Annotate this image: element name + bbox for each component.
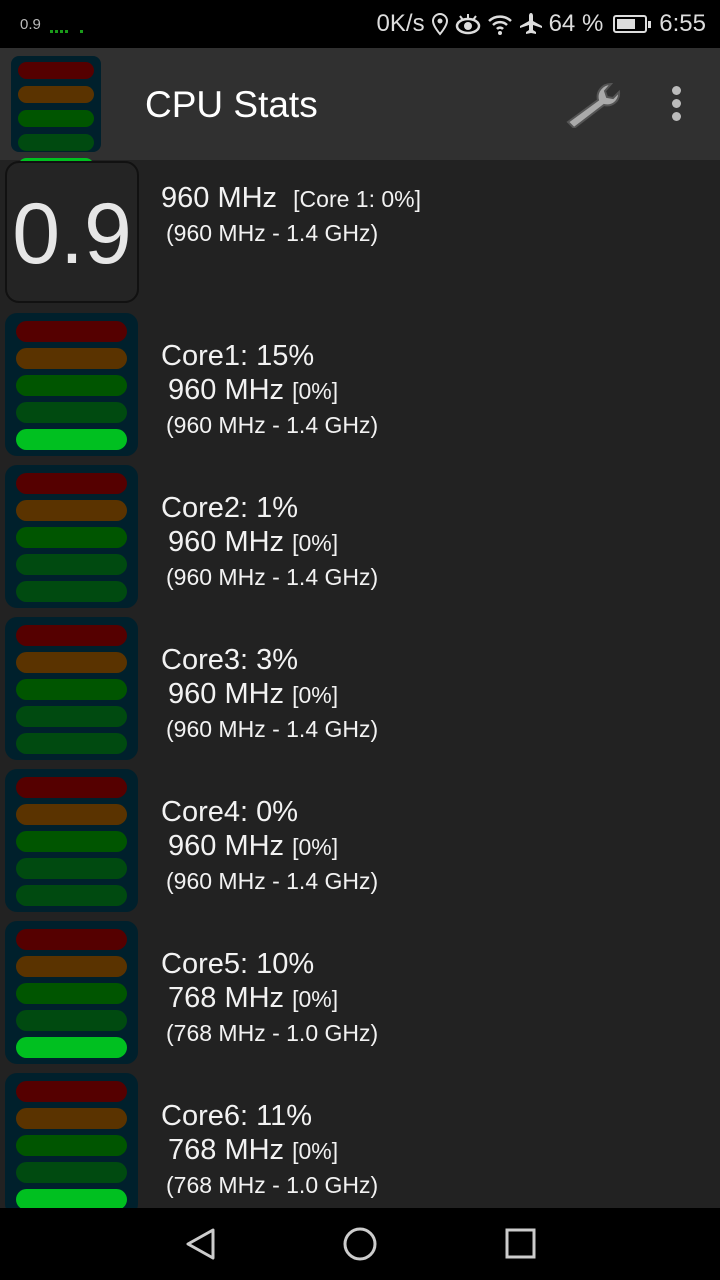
battery-percent: 64 % bbox=[548, 10, 604, 37]
gauge-bar bbox=[16, 1135, 127, 1156]
core-label: Core6: 11% bbox=[161, 1100, 312, 1132]
core-row: Core1: 15% 960 MHz [0%] (960 MHz - 1.4 G… bbox=[0, 312, 720, 464]
gauge-bar bbox=[16, 804, 127, 825]
load-average-display: 0.9 bbox=[5, 161, 139, 303]
app-bar: CPU Stats bbox=[0, 48, 720, 175]
core-freq: 768 MHz bbox=[168, 1134, 285, 1166]
core-label: Core1: 15% bbox=[161, 340, 315, 372]
core-freq-pct: [0%] bbox=[292, 986, 339, 1012]
summary-core-info: [Core 1: 0%] bbox=[293, 186, 422, 212]
location-icon bbox=[431, 12, 448, 36]
gauge-bar bbox=[16, 348, 127, 369]
gauge-bar bbox=[16, 581, 127, 602]
core-row: Core5: 10% 768 MHz [0%] (768 MHz - 1.0 G… bbox=[0, 920, 720, 1072]
core-row: Core2: 1% 960 MHz [0%] (960 MHz - 1.4 GH… bbox=[0, 464, 720, 616]
core-row: Core6: 11% 768 MHz [0%] (768 MHz - 1.0 G… bbox=[0, 1072, 720, 1224]
core-freq-pct: [0%] bbox=[292, 530, 339, 556]
core-gauge bbox=[5, 617, 138, 760]
gauge-bar bbox=[16, 473, 127, 494]
core-label: Core4: 0% bbox=[161, 796, 299, 828]
wifi-icon bbox=[487, 15, 512, 35]
core-range: (768 MHz - 1.0 GHz) bbox=[166, 1020, 379, 1046]
core-label: Core5: 10% bbox=[161, 948, 315, 980]
core-range: (960 MHz - 1.4 GHz) bbox=[166, 412, 379, 438]
status-load: 0.9 bbox=[20, 16, 41, 33]
gauge-bar bbox=[16, 1108, 127, 1129]
gauge-bar bbox=[16, 679, 127, 700]
gauge-bar bbox=[16, 652, 127, 673]
core-range: (768 MHz - 1.0 GHz) bbox=[166, 1172, 379, 1198]
core-gauge bbox=[5, 465, 138, 608]
core-freq-pct: [0%] bbox=[292, 1138, 339, 1164]
gauge-bar bbox=[16, 858, 127, 879]
gauge-bar bbox=[16, 625, 127, 646]
core-row: Core3: 3% 960 MHz [0%] (960 MHz - 1.4 GH… bbox=[0, 616, 720, 768]
status-bar: 0.9 0K/s 64 % 6:55 bbox=[0, 0, 720, 48]
back-icon[interactable] bbox=[183, 1226, 219, 1262]
gauge-bar bbox=[16, 1189, 127, 1210]
gauge-bar bbox=[16, 733, 127, 754]
core-freq-pct: [0%] bbox=[292, 834, 339, 860]
navigation-bar bbox=[0, 1208, 720, 1280]
load-graph-icon bbox=[50, 30, 86, 34]
eye-icon bbox=[455, 14, 480, 35]
gauge-bar bbox=[16, 706, 127, 727]
summary-freq: 960 MHz bbox=[161, 182, 278, 214]
gauge-bar bbox=[16, 402, 127, 423]
core-label: Core3: 3% bbox=[161, 644, 299, 676]
core-freq-pct: [0%] bbox=[292, 378, 339, 404]
core-range: (960 MHz - 1.4 GHz) bbox=[166, 716, 379, 742]
summary-range: (960 MHz - 1.4 GHz) bbox=[166, 220, 379, 246]
gauge-bar bbox=[16, 1037, 127, 1058]
core-freq-pct: [0%] bbox=[292, 682, 339, 708]
core-range: (960 MHz - 1.4 GHz) bbox=[166, 564, 379, 590]
core-gauge bbox=[5, 921, 138, 1064]
gauge-bar bbox=[16, 554, 127, 575]
airplane-icon bbox=[519, 13, 542, 34]
gauge-bar bbox=[16, 321, 127, 342]
gauge-bar bbox=[16, 885, 127, 906]
gauge-bar bbox=[16, 929, 127, 950]
gauge-bar bbox=[16, 1081, 127, 1102]
more-options-icon[interactable] bbox=[666, 86, 686, 122]
page-title: CPU Stats bbox=[145, 84, 318, 125]
core-range: (960 MHz - 1.4 GHz) bbox=[166, 868, 379, 894]
gauge-bar bbox=[16, 429, 127, 450]
net-speed: 0K/s bbox=[376, 10, 425, 37]
battery-icon bbox=[613, 15, 652, 33]
gauge-bar bbox=[16, 956, 127, 977]
gauge-bar bbox=[16, 527, 127, 548]
gauge-bar bbox=[16, 500, 127, 521]
recents-icon[interactable] bbox=[503, 1226, 539, 1262]
core-gauge bbox=[5, 769, 138, 912]
core-freq: 960 MHz bbox=[168, 526, 285, 558]
core-freq: 960 MHz bbox=[168, 374, 285, 406]
gauge-bar bbox=[16, 1162, 127, 1183]
gauge-bar bbox=[16, 983, 127, 1004]
core-freq: 960 MHz bbox=[168, 678, 285, 710]
gauge-bar bbox=[16, 831, 127, 852]
wrench-icon[interactable] bbox=[560, 78, 624, 128]
home-icon[interactable] bbox=[342, 1226, 378, 1262]
summary-row: 0.9 960 MHz [Core 1: 0%] (960 MHz - 1.4 … bbox=[0, 160, 720, 312]
clock: 6:55 bbox=[659, 10, 706, 37]
gauge-bar bbox=[16, 1010, 127, 1031]
core-gauge bbox=[5, 313, 138, 456]
core-label: Core2: 1% bbox=[161, 492, 299, 524]
core-freq: 768 MHz bbox=[168, 982, 285, 1014]
gauge-bar bbox=[16, 375, 127, 396]
core-row: Core4: 0% 960 MHz [0%] (960 MHz - 1.4 GH… bbox=[0, 768, 720, 920]
app-logo-icon bbox=[11, 56, 101, 175]
core-freq: 960 MHz bbox=[168, 830, 285, 862]
gauge-bar bbox=[16, 777, 127, 798]
core-gauge bbox=[5, 1073, 138, 1216]
